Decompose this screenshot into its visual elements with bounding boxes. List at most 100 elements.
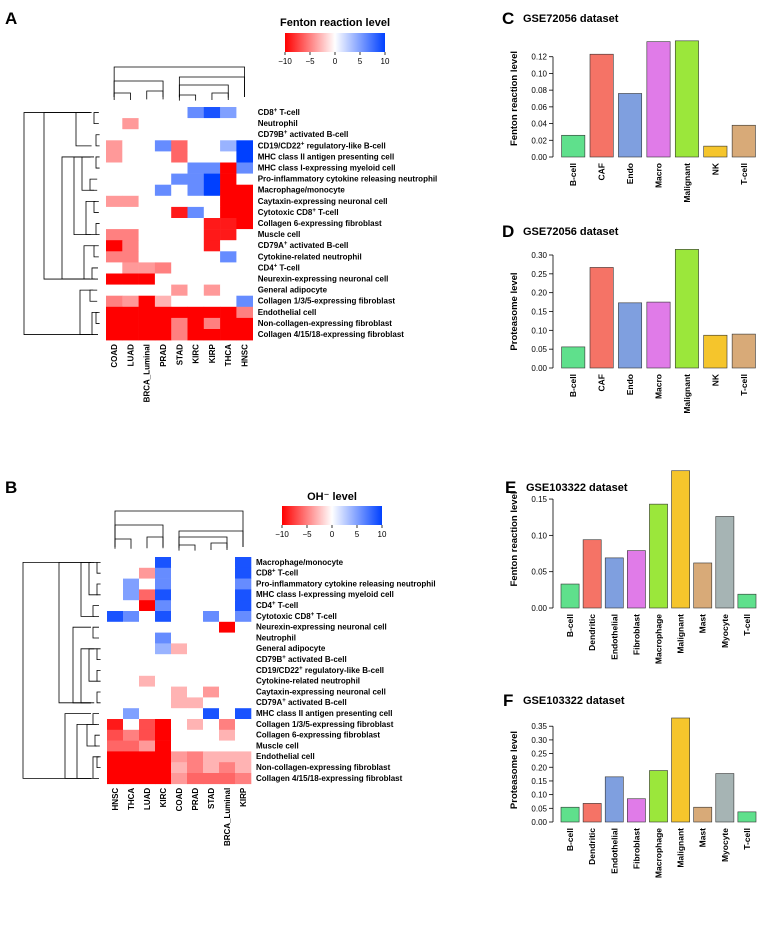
bar-endothelial [604,557,624,609]
heatmap-cell [171,195,188,208]
heatmap-cell [154,173,172,185]
column-label: KIRP [239,787,248,807]
row-label: Neurexin-expressing neuronal cell [256,623,387,632]
heatmap-cell [203,107,221,119]
x-tick-label: B-cell [565,828,575,851]
heatmap-cell [236,240,253,252]
heatmap-cell [122,184,139,197]
dendrogram-branch [95,311,100,324]
heatmap-cell [203,567,220,579]
heatmap-cell [171,162,188,174]
heatmap-cell [107,675,124,687]
y-tick-label: 0.20 [531,763,547,772]
heatmap-cell [236,329,253,341]
y-tick-label: 0.10 [531,791,547,800]
row-label: Cytotoxic CD8+ T-cell [258,208,339,217]
y-axis-label: Fenton reaction level [509,51,520,146]
heatmap-cell [154,184,172,197]
heatmap-cell [220,162,237,174]
heatmap-cell [236,184,253,197]
heatmap-cell [138,317,156,330]
heatmap-cell [107,611,124,623]
heatmap-cell [123,578,140,590]
heatmap-cell [171,173,188,185]
heatmap-cell [235,751,252,763]
x-tick-label: Myocyte [720,614,730,648]
barchart-panel-f: F GSE103322 dataset0.000.050.100.150.200.… [503,691,757,878]
heatmap-cell [203,140,221,152]
heatmap-cell [171,206,188,219]
heatmap-cell [122,206,139,219]
column-label: KIRC [159,788,168,808]
heatmap-cell [138,284,156,296]
dendrogram-branch [114,510,244,547]
heatmap-cells [106,107,253,341]
heatmap-cell [155,621,172,633]
heatmap-cell [155,654,172,666]
heatmap-cell [187,240,205,252]
heatmap-cell [187,643,204,655]
heatmap-cell [235,643,252,655]
panel-letter: B [5,478,17,497]
x-tick-label: CAF [597,374,607,391]
heatmap-cell [155,632,172,644]
legend-tick-label: −5 [302,530,312,539]
bar-t-cell [731,333,756,369]
bar-endo [618,93,643,158]
bar-caf [589,267,614,369]
x-tick-label: NK [710,162,720,175]
row-label: MHC class II antigen presenting cell [256,709,392,718]
dendrogram [22,510,244,779]
heatmap-cell [155,557,172,569]
heatmap-cell [171,762,188,774]
heatmap-cell [138,329,156,341]
heatmap-cell [155,697,172,709]
dendrogram-branch [113,66,245,97]
heatmap-cell [219,578,236,590]
heatmap-cell [107,719,124,731]
heatmap-cell [138,262,156,274]
x-tick-label: B-cell [565,614,575,637]
heatmap-cell [235,632,252,644]
heatmap-cell [155,665,172,677]
row-label: Neurexin-expressing neuronal cell [258,274,389,283]
row-label: Cytotoxic CD8+ T-cell [256,612,337,621]
heatmap-cell [123,557,140,569]
legend-title: OH⁻ level [307,491,357,503]
heatmap-cell [106,173,123,185]
dendrogram-branch [88,562,98,596]
heatmap-cell [203,262,221,274]
x-tick-label: Fibroblast [631,614,641,655]
heatmap-cell [235,611,252,623]
heatmap-cell [187,329,205,341]
x-tick-label: T-cell [742,614,752,636]
heatmap-cell [107,567,124,579]
dendrogram-branch [96,648,101,660]
heatmap-cell [235,600,252,612]
heatmap-cell [235,578,252,590]
heatmap-cell [155,589,172,601]
chart-title: GSE103322 dataset [526,482,628,494]
heatmap-cell [106,195,123,208]
dendrogram-branch [93,245,99,258]
heatmap-cell [139,773,156,785]
heatmap-cell [122,329,139,341]
y-tick-label: 0.10 [531,531,547,540]
heatmap-cell [122,173,139,185]
x-tick-label: CAF [597,163,607,180]
row-label: Muscle cell [258,230,301,239]
row-label: General adipocyte [258,286,328,295]
heatmap-cell [220,295,237,308]
heatmap-cell [171,632,188,644]
heatmap-cell [138,229,156,241]
bar-t-cell [731,124,756,158]
y-tick-label: 0.05 [531,804,547,813]
heatmap-cell [220,262,237,274]
heatmap-cell [122,240,139,252]
x-tick-label: T-cell [742,828,752,850]
heatmap-cell [203,729,220,741]
heatmap-cell [171,306,188,319]
heatmap-cell [171,654,188,666]
x-tick-label: T-cell [739,374,749,396]
heatmap-cell [235,686,252,698]
